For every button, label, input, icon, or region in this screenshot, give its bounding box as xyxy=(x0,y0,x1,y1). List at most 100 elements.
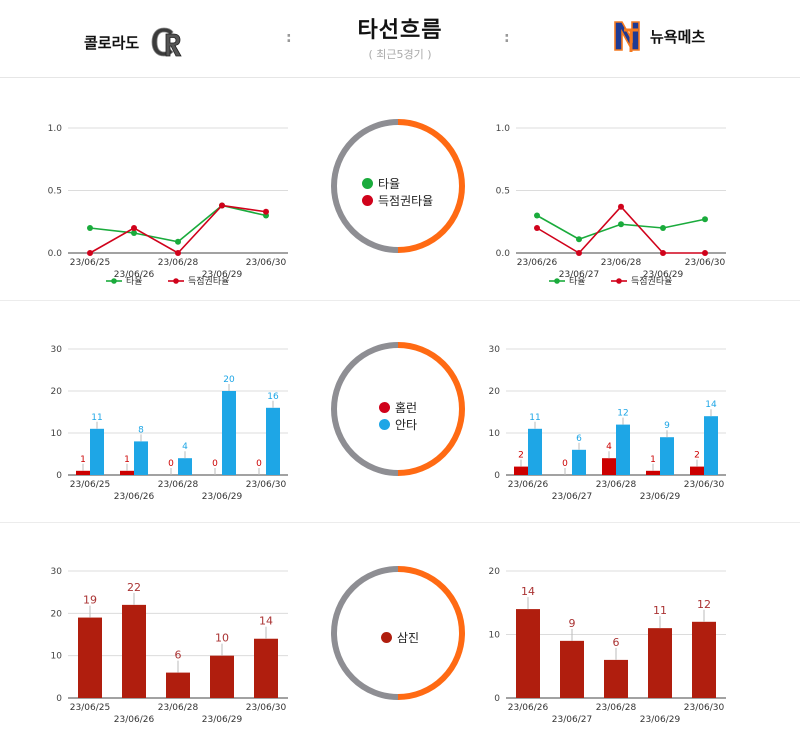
data-label: 14 xyxy=(705,400,717,410)
legend-dot-icon xyxy=(362,195,373,206)
ring-left-arc xyxy=(331,342,399,476)
y-tick-label: 20 xyxy=(489,567,501,577)
x-tick-label: 23/06/25 xyxy=(70,703,110,713)
bar xyxy=(90,428,104,475)
data-point xyxy=(660,225,666,231)
ring-right-arc xyxy=(397,566,465,700)
data-label: 0 xyxy=(562,459,568,469)
away-avg-line-chart: 0.0 0.5 1.0 23/06/2623/06/2723/06/2823/06/2… xyxy=(496,124,726,287)
series-line xyxy=(89,204,267,243)
data-point xyxy=(660,250,666,256)
ring-left-arc xyxy=(331,119,399,253)
x-tick-label: 23/06/28 xyxy=(596,480,637,490)
bar xyxy=(572,449,586,475)
legend-item: 홈런 xyxy=(379,399,417,416)
data-label: 11 xyxy=(653,604,667,617)
bar xyxy=(78,617,102,698)
legend-item: 득점권타율 xyxy=(362,192,433,209)
bar xyxy=(166,672,190,698)
bar xyxy=(210,655,234,698)
page-subtitle: ( 최근5경기 ) xyxy=(368,48,432,61)
home-team[interactable]: 콜로라도 xyxy=(84,22,183,62)
ring-legend: 삼진 xyxy=(381,629,419,646)
legend-label: 타율 xyxy=(126,276,143,287)
x-tick-label: 23/06/29 xyxy=(202,270,243,280)
x-tick-label: 23/06/29 xyxy=(643,270,684,280)
row-divider xyxy=(0,300,800,301)
series-line xyxy=(536,214,706,241)
y-tick-label: 20 xyxy=(51,387,63,397)
data-point xyxy=(131,230,137,236)
x-tick-label: 23/06/29 xyxy=(202,492,243,502)
y-tick-label: 0 xyxy=(494,471,500,481)
data-label: 10 xyxy=(215,632,229,645)
y-tick-label: 20 xyxy=(489,387,501,397)
legend-marker xyxy=(554,278,560,284)
data-label: 11 xyxy=(91,413,102,423)
title-block: 타선흐름 ( 최근5경기 ) xyxy=(300,12,500,62)
data-point xyxy=(534,225,540,231)
x-tick-label: 23/06/28 xyxy=(596,703,637,713)
data-label: 8 xyxy=(138,425,144,435)
comparison-ring xyxy=(331,566,465,700)
data-label: 4 xyxy=(606,442,612,452)
bar xyxy=(120,470,134,475)
left-separator: : xyxy=(286,30,292,46)
data-label: 0 xyxy=(212,459,218,469)
data-label: 1 xyxy=(650,455,656,465)
y-tick-label: 30 xyxy=(51,345,63,355)
y-tick-label: 10 xyxy=(51,429,63,439)
legend-marker xyxy=(616,278,622,284)
row-divider xyxy=(0,522,800,523)
x-tick-label: 23/06/25 xyxy=(70,480,110,490)
y-tick-label: 1.0 xyxy=(48,124,63,134)
data-point xyxy=(175,250,181,256)
data-label: 16 xyxy=(267,392,279,402)
legend-label: 안타 xyxy=(395,418,418,432)
data-label: 12 xyxy=(617,409,628,419)
bar xyxy=(648,628,672,698)
bar xyxy=(528,428,542,475)
ring-legend: 타율 득점권타율 xyxy=(362,175,433,209)
y-tick-label: 10 xyxy=(489,631,501,641)
series-line xyxy=(89,204,267,255)
data-point xyxy=(219,202,225,209)
x-tick-label: 23/06/30 xyxy=(685,258,726,268)
data-label: 14 xyxy=(521,585,535,598)
legend-dot-icon xyxy=(362,178,373,189)
ring-legend: 홈런 안타 xyxy=(379,399,417,433)
bar xyxy=(690,466,704,475)
data-point xyxy=(175,238,181,245)
home-avg-line-chart: 0.0 0.5 1.0 23/06/25 23/06/2623/06/2823/06/2… xyxy=(48,124,288,287)
bar xyxy=(660,437,674,475)
data-point xyxy=(87,225,93,231)
legend-item: 삼진 xyxy=(381,629,419,646)
home-strikeout-bar-chart: 010203023/06/2523/06/2623/06/2823/06/292… xyxy=(51,567,288,725)
x-tick-label: 23/06/30 xyxy=(684,703,725,713)
x-tick-label: 23/06/30 xyxy=(246,703,287,713)
y-tick-label: 10 xyxy=(489,429,501,439)
x-tick-label: 23/06/26 xyxy=(508,703,549,713)
x-tick-label: 23/06/28 xyxy=(158,480,199,490)
data-point xyxy=(702,216,708,223)
data-label: 1 xyxy=(80,455,86,465)
legend-label: 홈런 xyxy=(395,401,418,415)
data-point xyxy=(576,250,582,256)
mets-logo-icon xyxy=(614,21,640,52)
x-tick-label: 23/06/26 xyxy=(517,258,558,268)
bar xyxy=(76,470,90,475)
bar xyxy=(704,416,718,475)
data-label: 2 xyxy=(694,451,700,461)
away-team[interactable]: 뉴욕메츠 xyxy=(612,18,705,54)
bar xyxy=(178,458,192,475)
away-hits-bar-chart: 010203023/06/2623/06/2723/06/2823/06/292… xyxy=(489,345,726,502)
y-tick-label: 0.0 xyxy=(496,249,511,259)
data-label: 9 xyxy=(664,421,670,431)
data-label: 22 xyxy=(127,581,141,594)
x-tick-label: 23/06/29 xyxy=(640,715,681,725)
data-label: 0 xyxy=(168,459,174,469)
bar xyxy=(134,441,148,475)
comparison-ring xyxy=(331,119,465,253)
data-label: 0 xyxy=(256,459,262,469)
legend-item: 타율 xyxy=(362,175,433,192)
